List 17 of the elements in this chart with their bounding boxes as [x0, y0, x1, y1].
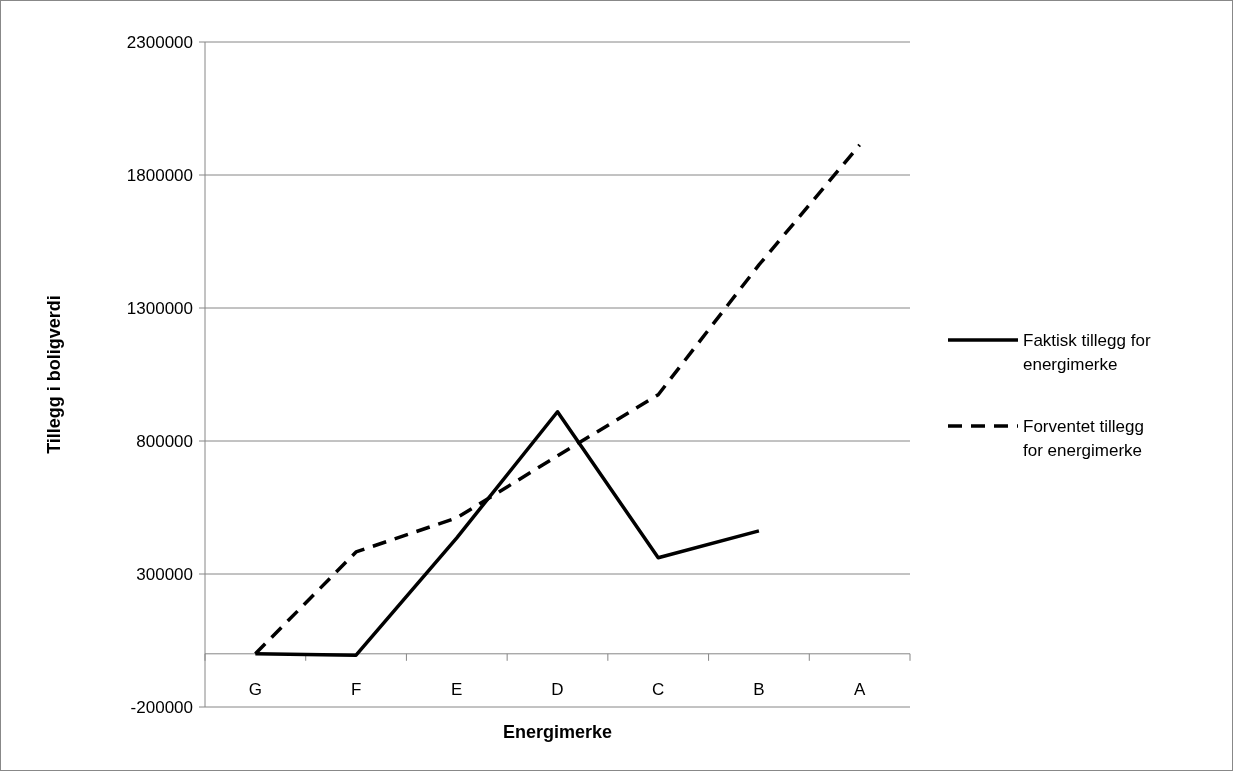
y-tick-label: 2300000	[126, 32, 193, 52]
y-tick-label: 1300000	[126, 298, 193, 318]
x-tick-label: F	[350, 679, 362, 699]
x-tick-label: B	[753, 679, 765, 699]
x-tick-label: G	[248, 679, 262, 699]
x-tick-label: C	[652, 679, 665, 699]
y-tick-label: -200000	[130, 697, 193, 717]
x-tick-label: A	[853, 679, 866, 699]
y-axis-title: Tillegg i boligverdi	[44, 295, 64, 454]
x-axis-title: Energimerke	[502, 722, 613, 742]
legend-label: Forventet tillegg for energimerke	[1023, 417, 1144, 460]
y-tick-label: 800000	[136, 431, 193, 451]
y-tick-label: 300000	[136, 564, 193, 584]
y-tick-label: 1800000	[126, 165, 193, 185]
legend-label: Faktisk tillegg for energimerke	[1023, 331, 1151, 374]
x-tick-label: D	[551, 679, 564, 699]
x-tick-label: E	[451, 679, 463, 699]
